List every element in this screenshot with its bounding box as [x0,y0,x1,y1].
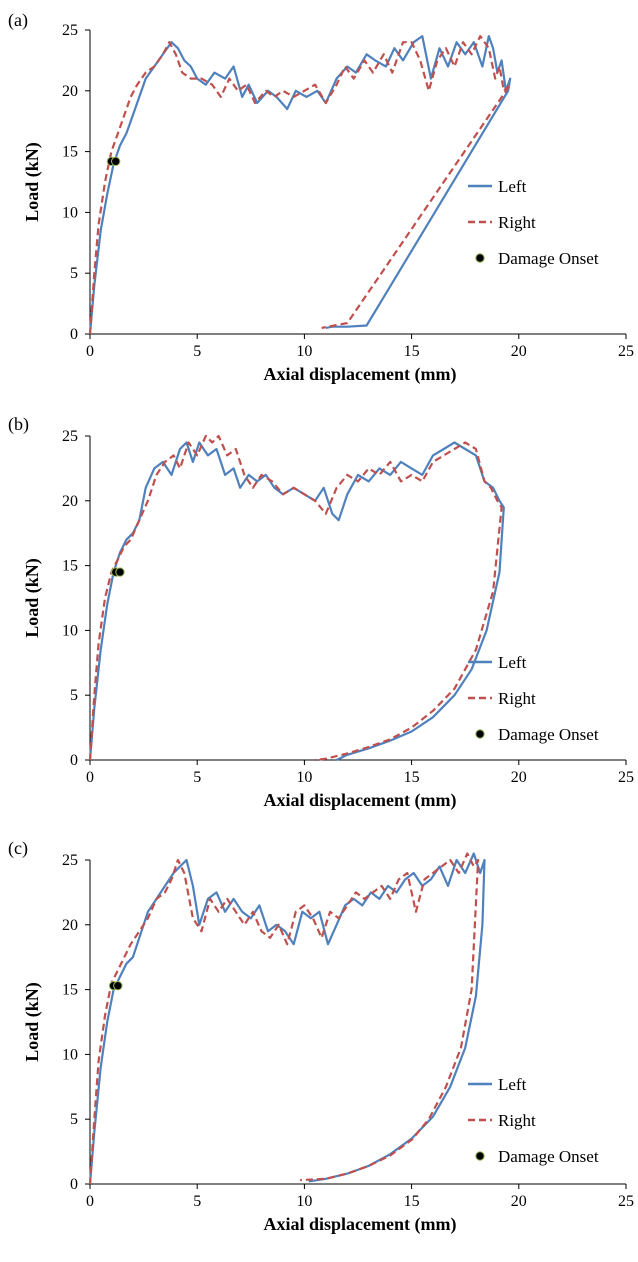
y-tick-label: 20 [62,493,78,510]
x-tick-label: 0 [86,343,94,360]
damage-onset-marker [113,981,123,991]
legend-label: Right [498,213,536,232]
y-tick-label: 0 [70,326,78,343]
y-tick-label: 5 [70,265,78,282]
y-tick-label: 25 [62,428,78,445]
legend-label: Right [498,1111,536,1130]
y-axis-title: Load (kN) [22,558,43,638]
x-tick-label: 5 [193,1193,201,1210]
y-tick-label: 25 [62,22,78,39]
x-tick-label: 25 [618,769,634,786]
x-tick-label: 15 [404,769,420,786]
legend-marker-damage-onset [475,729,485,739]
x-tick-label: 5 [193,769,201,786]
legend-label: Left [498,653,527,672]
legend-label: Damage Onset [498,1147,599,1166]
x-tick-label: 25 [618,1193,634,1210]
y-tick-label: 5 [70,687,78,704]
y-axis-title: Load (kN) [22,982,43,1062]
legend-label: Damage Onset [498,249,599,268]
chart-panel-3: (c) 0 5 10 15 20 25 0 5 10 15 20 25 Axial displacemen… [8,838,634,1235]
series-line-left [88,35,512,335]
y-tick-label: 15 [62,144,78,161]
panel-label: (c) [8,838,28,859]
y-tick-label: 20 [62,917,78,934]
x-axis-title: Axial displacement (mm) [264,790,457,811]
x-axis-title: Axial displacement (mm) [264,364,457,385]
y-tick-label: 20 [62,83,78,100]
legend-label: Left [498,177,527,196]
panel-label: (a) [8,10,28,31]
x-tick-label: 0 [86,769,94,786]
x-tick-label: 15 [404,343,420,360]
y-tick-label: 0 [70,1176,78,1193]
legend-marker-damage-onset [475,1151,485,1161]
series-line-right [88,852,480,1185]
x-tick-label: 10 [296,769,312,786]
x-tick-label: 25 [618,343,634,360]
damage-onset-marker [111,156,121,167]
x-tick-label: 20 [511,343,527,360]
x-axis-title: Axial displacement (mm) [264,1214,457,1235]
y-tick-label: 5 [70,1111,78,1128]
x-tick-label: 5 [193,343,201,360]
series-line-left [88,852,486,1185]
x-tick-label: 20 [511,1193,527,1210]
y-axis-title: Load (kN) [22,142,43,222]
chart-panel-2: (b) 0 5 10 15 20 25 0 5 10 15 20 25 Axial displacemen… [8,414,634,811]
panel-label: (b) [8,414,29,435]
legend: Left Right Damage Onset [468,1075,599,1166]
y-tick-label: 10 [62,204,78,221]
x-tick-label: 20 [511,769,527,786]
legend-label: Right [498,689,536,708]
chart-panel-1: (a) 0 5 10 15 20 25 0 5 10 15 20 25 Axial displacemen… [8,10,634,385]
damage-onset-marker [115,567,125,577]
y-tick-label: 15 [62,982,78,999]
series-line-left [88,441,505,761]
x-tick-label: 10 [296,343,312,360]
x-tick-label: 0 [86,1193,94,1210]
x-tick-label: 10 [296,1193,312,1210]
series-line-right [88,35,512,335]
legend-marker-damage-onset [475,253,485,263]
legend: Left Right Damage Onset [468,653,599,744]
y-tick-label: 10 [62,622,78,639]
y-tick-label: 25 [62,852,78,869]
legend: Left Right Damage Onset [468,177,599,268]
x-tick-label: 15 [404,1193,420,1210]
legend-label: Left [498,1075,527,1094]
y-tick-label: 0 [70,752,78,769]
series-line-right [88,434,503,762]
y-tick-label: 15 [62,558,78,575]
y-tick-label: 10 [62,1046,78,1063]
legend-label: Damage Onset [498,725,599,744]
